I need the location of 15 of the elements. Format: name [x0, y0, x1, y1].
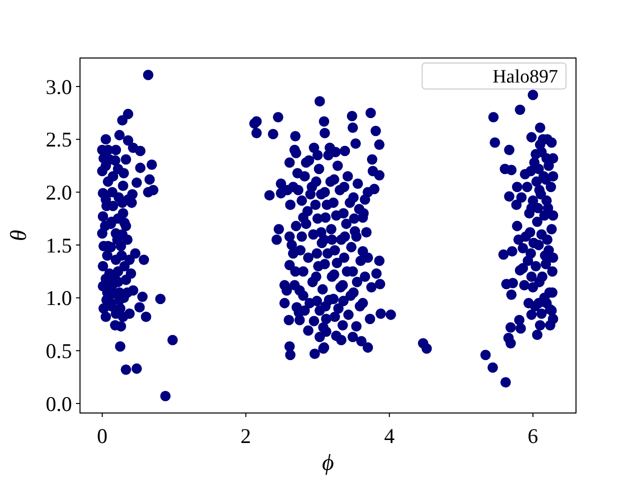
x-axis-title: ϕ	[322, 450, 334, 475]
series-label: Halo897	[492, 66, 558, 88]
y-tick-label: 1.0	[46, 286, 72, 310]
y-tick-label: 0.0	[46, 392, 72, 416]
x-tick-label: 2	[240, 424, 252, 448]
y-tick-label: 1.5	[46, 233, 72, 258]
y-axis-title: θ	[6, 230, 31, 242]
y-tick-label: 3.0	[46, 74, 72, 99]
y-tick-label: 2.0	[46, 180, 72, 205]
y-tick-label: 2.5	[46, 128, 72, 152]
y-tick-label: 0.5	[46, 339, 72, 364]
x-tick-label: 0	[97, 424, 108, 448]
x-tick-label: 6	[528, 424, 538, 448]
x-tick-label: 4	[384, 424, 396, 448]
legend: Halo897	[422, 62, 566, 90]
